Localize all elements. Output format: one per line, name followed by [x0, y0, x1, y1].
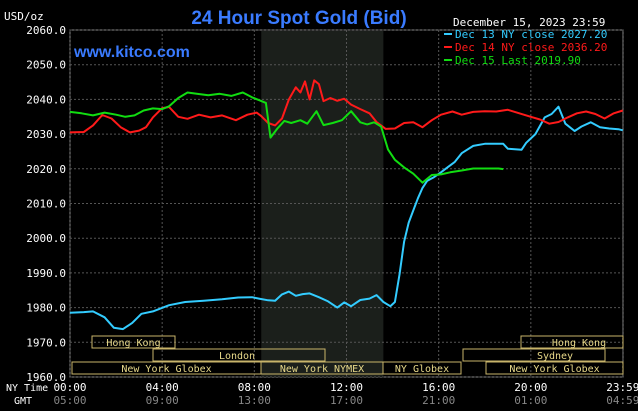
x-tick-ny-label: 00:00	[53, 381, 86, 394]
session-label: New York Globex	[121, 364, 211, 375]
session-label: Hong Kong	[552, 338, 606, 349]
x-tick-gmt-label: 05:00	[53, 394, 86, 407]
y-tick-label: 2020.0	[26, 163, 66, 176]
x-tick-ny-label: 16:00	[422, 381, 455, 394]
session-label: New York Globex	[509, 364, 599, 375]
session-label: New York NYMEX	[280, 364, 364, 375]
x-tick-ny-label: 04:00	[146, 381, 179, 394]
y-tick-label: 2030.0	[26, 128, 66, 141]
y-tick-label: 2000.0	[26, 232, 66, 245]
legend-entry: Dec 14 NY close 2036.20	[455, 41, 607, 54]
y-tick-label: 2050.0	[26, 59, 66, 72]
y-tick-label: 1960.0	[26, 371, 66, 384]
x-tick-ny-label: 23:59	[606, 381, 638, 394]
legend-entry: Dec 15 Last 2019.90	[455, 54, 581, 67]
y-tick-label: 2060.0	[26, 24, 66, 37]
session-bar	[462, 348, 606, 362]
x-tick-gmt-label: 09:00	[146, 394, 179, 407]
y-tick-label: 2040.0	[26, 93, 66, 106]
x-tick-ny-label: 08:00	[238, 381, 271, 394]
session-bar	[520, 335, 624, 349]
y-tick-label: 1990.0	[26, 267, 66, 280]
y-tick-label: 2010.0	[26, 198, 66, 211]
x-tick-ny-label: 20:00	[514, 381, 547, 394]
x-axis-ny-label: NY Time	[6, 383, 48, 394]
y-tick-label: 1980.0	[26, 302, 66, 315]
chart-title: 24 Hour Spot Gold (Bid)	[191, 8, 406, 29]
session-label: Sydney	[537, 351, 573, 362]
session-bar	[382, 361, 462, 375]
x-tick-gmt-label: 13:00	[238, 394, 271, 407]
session-bar	[91, 335, 176, 349]
x-tick-gmt-label: 17:00	[330, 394, 363, 407]
x-axis-gmt-label: GMT	[14, 396, 32, 407]
x-tick-gmt-label: 01:00	[514, 394, 547, 407]
series-line	[69, 91, 504, 184]
series-line	[69, 105, 624, 331]
session-label: London	[219, 351, 255, 362]
y-tick-label: 1970.0	[26, 336, 66, 349]
date-label: December 15, 2023 23:59	[453, 16, 605, 29]
watermark: www.kitco.com	[73, 44, 190, 61]
unit-label: USD/oz	[4, 10, 44, 23]
session-label: Hong Kong	[106, 338, 160, 349]
session-label: NY Globex	[395, 364, 449, 375]
x-tick-ny-label: 12:00	[330, 381, 363, 394]
x-tick-gmt-label: 04:59	[606, 394, 638, 407]
x-tick-gmt-label: 21:00	[422, 394, 455, 407]
session-bar	[152, 348, 326, 362]
session-bar	[485, 361, 624, 375]
legend-entry: Dec 13 NY close 2027.20	[455, 28, 607, 41]
